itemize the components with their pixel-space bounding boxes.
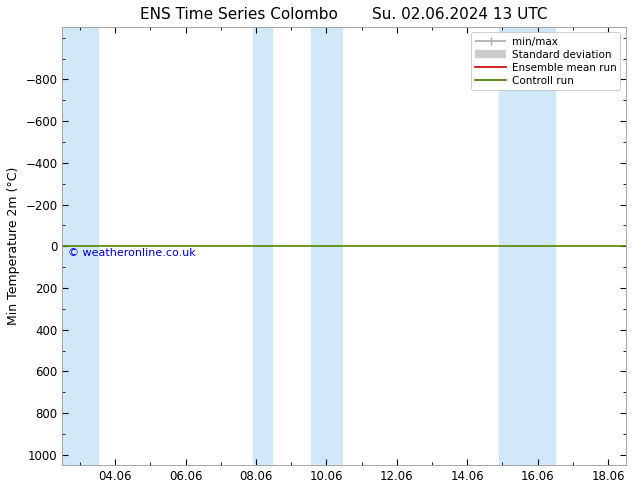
Y-axis label: Min Temperature 2m (°C): Min Temperature 2m (°C): [7, 167, 20, 325]
Title: ENS Time Series Colombo       Su. 02.06.2024 13 UTC: ENS Time Series Colombo Su. 02.06.2024 1…: [140, 7, 548, 22]
Bar: [499, 27, 555, 465]
Legend: min/max, Standard deviation, Ensemble mean run, Controll run: min/max, Standard deviation, Ensemble me…: [471, 32, 621, 90]
Bar: [252, 27, 272, 465]
Text: © weatheronline.co.uk: © weatheronline.co.uk: [68, 248, 196, 258]
Bar: [311, 27, 342, 465]
Bar: [63, 27, 98, 465]
